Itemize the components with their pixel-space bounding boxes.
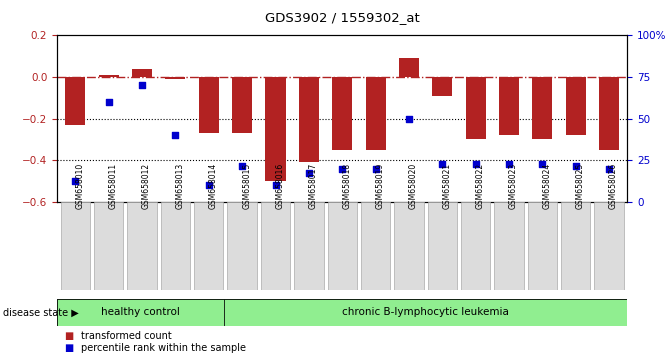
Bar bbox=[466, 77, 486, 139]
Point bbox=[337, 166, 348, 171]
Text: GSM658016: GSM658016 bbox=[276, 162, 285, 209]
FancyBboxPatch shape bbox=[327, 202, 357, 290]
Text: GSM658011: GSM658011 bbox=[109, 163, 117, 209]
Point bbox=[370, 166, 381, 171]
Text: GSM658023: GSM658023 bbox=[509, 162, 518, 209]
FancyBboxPatch shape bbox=[527, 202, 557, 290]
Bar bbox=[599, 77, 619, 150]
FancyBboxPatch shape bbox=[461, 202, 491, 290]
Point bbox=[137, 82, 148, 88]
Point bbox=[303, 170, 314, 176]
Text: GSM658014: GSM658014 bbox=[209, 162, 218, 209]
FancyBboxPatch shape bbox=[395, 202, 423, 290]
FancyBboxPatch shape bbox=[224, 299, 627, 326]
Text: percentile rank within the sample: percentile rank within the sample bbox=[81, 343, 246, 353]
Bar bbox=[432, 77, 452, 96]
Bar bbox=[99, 75, 119, 77]
Text: healthy control: healthy control bbox=[101, 307, 180, 318]
Bar bbox=[132, 69, 152, 77]
FancyBboxPatch shape bbox=[227, 202, 257, 290]
Point bbox=[537, 161, 548, 167]
Bar bbox=[499, 77, 519, 135]
Text: GSM658026: GSM658026 bbox=[609, 162, 618, 209]
FancyBboxPatch shape bbox=[261, 202, 290, 290]
Point bbox=[103, 99, 114, 105]
Point bbox=[470, 161, 481, 167]
FancyBboxPatch shape bbox=[361, 202, 391, 290]
Text: GSM658020: GSM658020 bbox=[409, 162, 418, 209]
Text: GSM658010: GSM658010 bbox=[75, 162, 85, 209]
Bar bbox=[332, 77, 352, 150]
Bar bbox=[232, 77, 252, 133]
Bar bbox=[532, 77, 552, 139]
Point bbox=[403, 116, 414, 121]
Bar bbox=[166, 77, 185, 79]
Point bbox=[604, 166, 615, 171]
FancyBboxPatch shape bbox=[561, 202, 590, 290]
Point bbox=[237, 164, 248, 169]
Point bbox=[570, 164, 581, 169]
Point bbox=[437, 161, 448, 167]
Bar bbox=[299, 77, 319, 162]
Text: GSM658015: GSM658015 bbox=[242, 162, 251, 209]
FancyBboxPatch shape bbox=[427, 202, 457, 290]
Text: disease state ▶: disease state ▶ bbox=[3, 307, 79, 318]
Point bbox=[170, 132, 180, 138]
FancyBboxPatch shape bbox=[60, 202, 90, 290]
Text: GDS3902 / 1559302_at: GDS3902 / 1559302_at bbox=[265, 11, 419, 24]
FancyBboxPatch shape bbox=[127, 202, 157, 290]
Bar bbox=[65, 77, 85, 125]
Bar bbox=[366, 77, 386, 150]
Point bbox=[70, 178, 81, 184]
FancyBboxPatch shape bbox=[161, 202, 190, 290]
Text: GSM658025: GSM658025 bbox=[576, 162, 584, 209]
Text: chronic B-lymphocytic leukemia: chronic B-lymphocytic leukemia bbox=[342, 307, 509, 318]
Text: transformed count: transformed count bbox=[81, 331, 171, 341]
Text: GSM658022: GSM658022 bbox=[476, 163, 484, 209]
Point bbox=[504, 161, 515, 167]
Point bbox=[203, 182, 214, 188]
FancyBboxPatch shape bbox=[294, 202, 323, 290]
Bar bbox=[199, 77, 219, 133]
FancyBboxPatch shape bbox=[194, 202, 223, 290]
Bar bbox=[566, 77, 586, 135]
FancyBboxPatch shape bbox=[495, 202, 523, 290]
FancyBboxPatch shape bbox=[595, 202, 624, 290]
Point bbox=[270, 182, 281, 188]
Text: GSM658018: GSM658018 bbox=[342, 163, 351, 209]
Text: GSM658017: GSM658017 bbox=[309, 162, 318, 209]
Text: GSM658024: GSM658024 bbox=[542, 162, 552, 209]
Bar bbox=[399, 58, 419, 77]
FancyBboxPatch shape bbox=[94, 202, 123, 290]
Text: ■: ■ bbox=[64, 331, 73, 341]
Bar bbox=[266, 77, 285, 181]
Text: GSM658013: GSM658013 bbox=[175, 162, 185, 209]
Text: GSM658021: GSM658021 bbox=[442, 163, 452, 209]
Text: ■: ■ bbox=[64, 343, 73, 353]
Text: GSM658019: GSM658019 bbox=[376, 162, 384, 209]
FancyBboxPatch shape bbox=[57, 299, 224, 326]
Text: GSM658012: GSM658012 bbox=[142, 163, 151, 209]
